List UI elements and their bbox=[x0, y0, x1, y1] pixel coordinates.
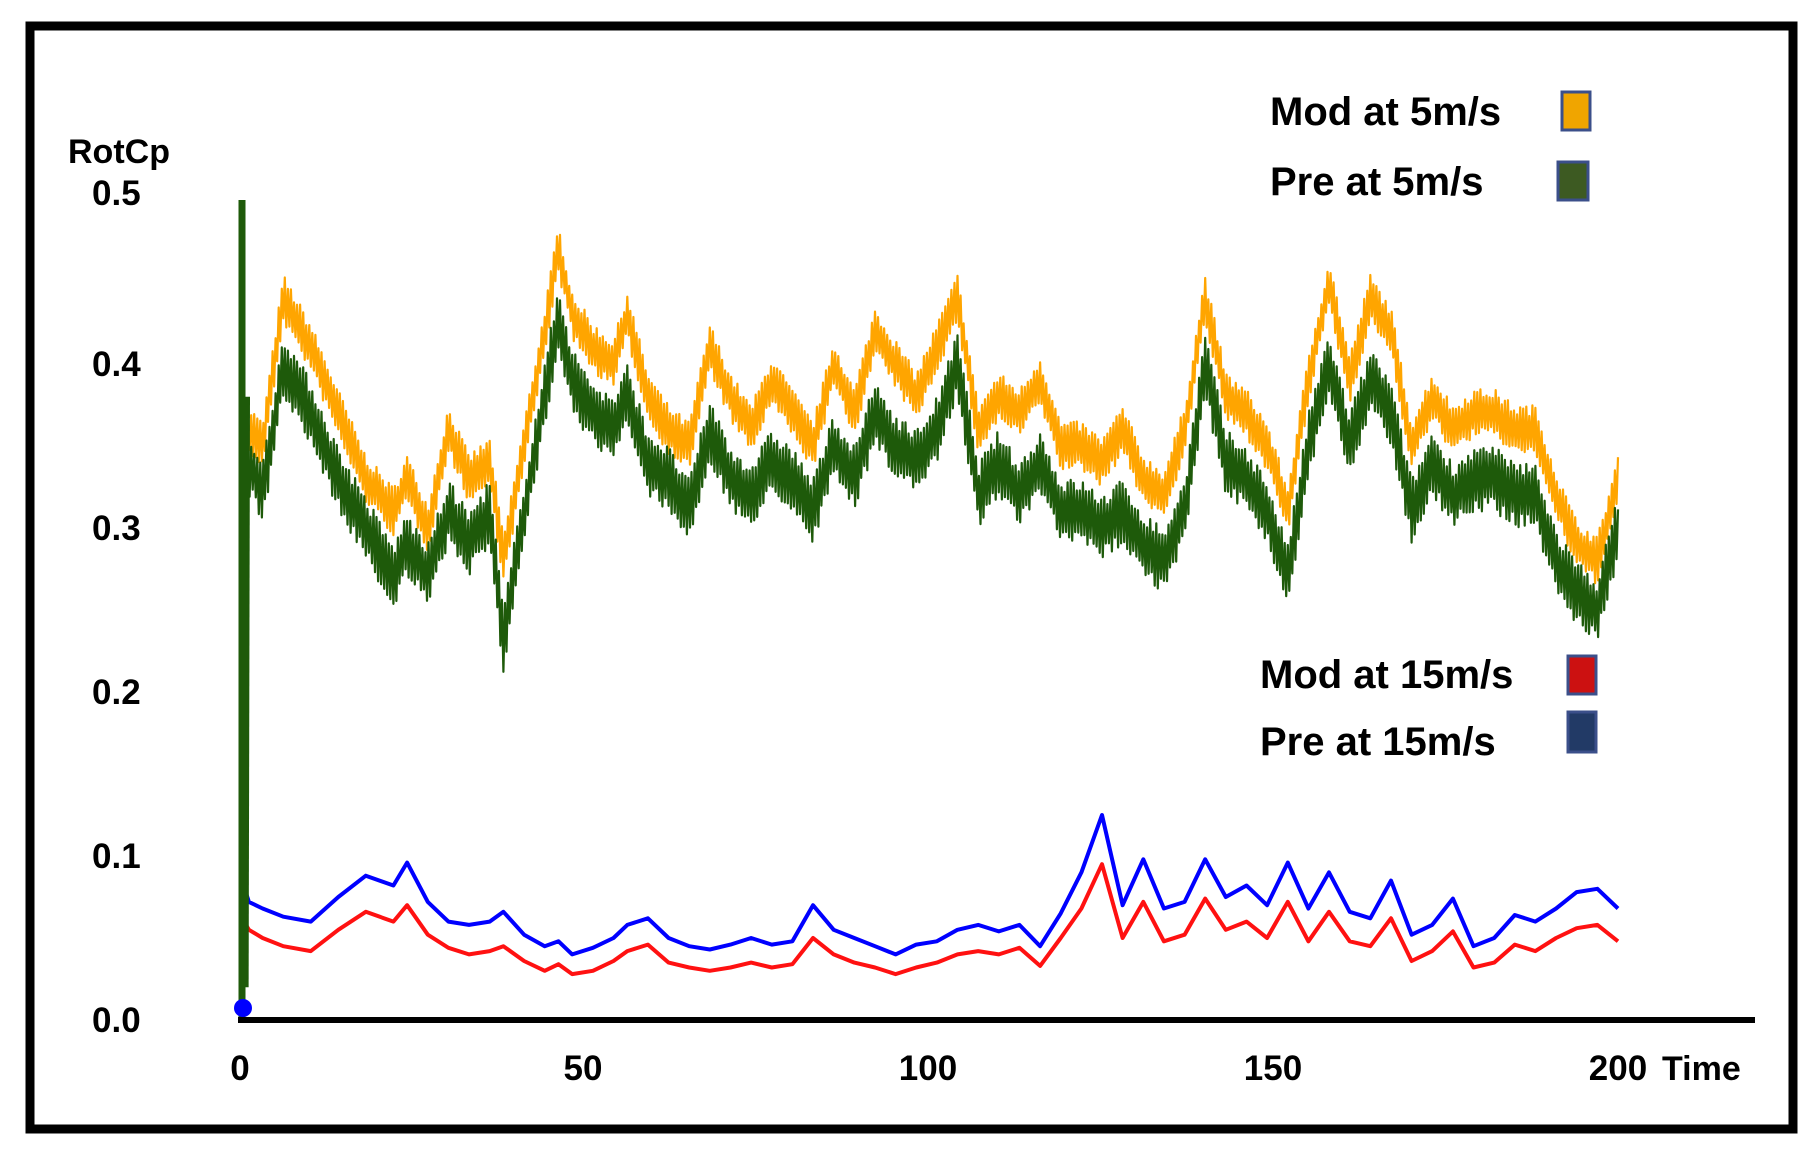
y-axis-title: RotCp bbox=[68, 133, 170, 171]
y-tick-label: 0.0 bbox=[92, 1001, 141, 1040]
y-tick-label: 0.1 bbox=[92, 837, 141, 876]
y-tick-label: 0.2 bbox=[92, 673, 141, 712]
legend-label-pre-5: Pre at 5m/s bbox=[1270, 160, 1483, 204]
legend-label-mod-15: Mod at 15m/s bbox=[1260, 653, 1513, 697]
legend-middle: Mod at 15m/s Pre at 15m/s bbox=[1260, 653, 1598, 764]
x-axis-title: Time bbox=[1662, 1050, 1741, 1088]
legend-swatch-mod-15 bbox=[1566, 654, 1598, 696]
chart-border bbox=[25, 21, 1798, 1134]
x-tick-label: 0 bbox=[230, 1049, 249, 1088]
series-line-mod-at-5m-s bbox=[240, 233, 1620, 585]
y-tick-label: 0.4 bbox=[92, 345, 141, 384]
x-tick-label: 150 bbox=[1244, 1049, 1302, 1088]
x-tick-label: 200 bbox=[1589, 1049, 1647, 1088]
legend-swatch-pre-5 bbox=[1556, 160, 1590, 202]
series-line-mod-at-15m-s bbox=[240, 862, 1620, 977]
origin-marker bbox=[234, 999, 252, 1017]
series-line-pre-at-5m-s bbox=[240, 297, 1620, 673]
y-tick-label: 0.5 bbox=[92, 174, 141, 213]
series-layer bbox=[240, 233, 1620, 988]
x-tick-label: 100 bbox=[899, 1049, 957, 1088]
startup-spike bbox=[243, 396, 251, 988]
series-line-pre-at-15m-s bbox=[240, 813, 1620, 957]
legend-label-mod-5: Mod at 5m/s bbox=[1270, 90, 1501, 134]
x-tick-label: 50 bbox=[564, 1049, 603, 1088]
y-tick-label: 0.3 bbox=[92, 509, 141, 548]
legend-top: Mod at 5m/s Pre at 5m/s bbox=[1270, 90, 1592, 204]
legend-swatch-mod-5 bbox=[1560, 90, 1592, 132]
legend-label-pre-15: Pre at 15m/s bbox=[1260, 720, 1496, 764]
legend-swatch-pre-15 bbox=[1566, 710, 1598, 754]
